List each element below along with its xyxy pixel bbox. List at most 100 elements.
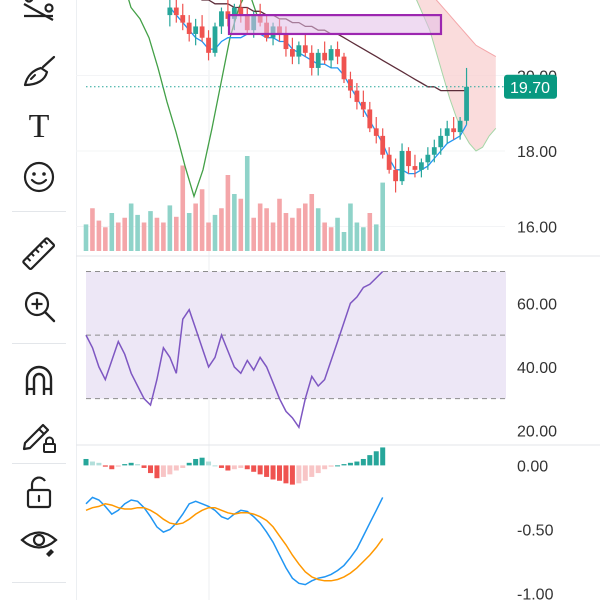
volume-bar: [148, 211, 153, 251]
candle-body: [444, 128, 450, 136]
volume-bar: [303, 203, 308, 251]
text-tool[interactable]: T: [14, 102, 64, 146]
toolbar-separator: [12, 343, 66, 344]
macd-histogram-bar: [257, 465, 263, 475]
macd-histogram-bar: [135, 464, 141, 466]
volume-bar: [257, 203, 263, 251]
candle-body: [173, 7, 179, 16]
candle-body: [341, 56, 347, 80]
volume-bar: [270, 222, 276, 251]
price-axis[interactable]: 20.0018.0016.0060.0040.0020.000.00-0.50-…: [517, 68, 557, 600]
volume-bar: [373, 224, 379, 251]
volume-bar: [193, 203, 198, 251]
visibility-tool[interactable]: [14, 520, 64, 564]
ichimoku-lagging-span: [128, 0, 258, 199]
macd-histogram-bar: [264, 465, 270, 477]
macd-histogram-bar: [186, 462, 192, 466]
candle-body: [231, 7, 237, 19]
macd-histogram-bar: [96, 462, 102, 466]
candle-body: [431, 147, 437, 155]
price-range-box: [227, 13, 443, 36]
toolbar-separator: [12, 211, 66, 212]
candle-body: [335, 49, 340, 57]
macd-histogram-bar: [115, 465, 121, 467]
lock-drawing-tool[interactable]: [14, 413, 64, 457]
macd-histogram-bar: [109, 465, 115, 470]
macd-histogram-bar: [367, 455, 373, 466]
candle-body: [373, 128, 379, 136]
volume-bar: [264, 208, 269, 251]
volume-bar: [277, 198, 282, 251]
last-price-label: 19.70: [510, 80, 550, 97]
candle-body: [322, 52, 328, 61]
price-axis-tick: 18.00: [517, 144, 557, 161]
volume-bar: [186, 213, 192, 251]
candle-body: [193, 26, 199, 34]
toolbar-separator: [12, 463, 66, 464]
volume-bar: [251, 217, 256, 251]
macd-histogram-bar: [328, 465, 334, 467]
drawing-toolbar: T: [0, 0, 77, 600]
candle-body: [425, 154, 431, 163]
macd-histogram-bar: [193, 458, 199, 466]
candle-body: [328, 49, 334, 61]
brush-tool[interactable]: [14, 50, 64, 94]
macd-signal-line: [85, 503, 384, 582]
price-pane[interactable]: [76, 0, 505, 251]
visibility-icon: [20, 531, 58, 557]
volume-bar: [128, 203, 134, 251]
rsi-axis-tick: 60.00: [517, 296, 557, 313]
macd-histogram-bar: [315, 465, 321, 474]
last-price-tag-bg: [504, 74, 557, 99]
volume-bar: [335, 217, 340, 251]
macd-histogram-bar: [347, 462, 353, 466]
trend-line-icon: [23, 0, 54, 21]
candle-body: [406, 150, 411, 167]
emoji-icon: [23, 161, 55, 193]
volume-bar: [109, 213, 115, 251]
macd-histogram-bar: [141, 465, 147, 468]
candle-body: [302, 45, 308, 53]
macd-histogram-bar: [212, 465, 218, 467]
candle-body: [167, 7, 173, 16]
text-tool-glyph: T: [29, 108, 50, 144]
trend-line-tool[interactable]: [14, 0, 64, 32]
volume-bar: [180, 165, 186, 251]
macd-histogram-bar: [218, 465, 224, 468]
macd-histogram-bar: [89, 461, 95, 466]
candle-body: [186, 22, 192, 34]
volume-bar: [103, 227, 108, 251]
unlock-tool[interactable]: [14, 470, 64, 514]
macd-histogram-bar: [380, 447, 386, 466]
macd-histogram-bar: [322, 465, 328, 470]
macd-pane[interactable]: [83, 447, 386, 586]
rsi-axis-tick: 20.00: [517, 423, 557, 440]
magnet-tool[interactable]: [14, 359, 64, 403]
rsi-axis-tick: 40.00: [517, 360, 557, 377]
macd-histogram-bar: [244, 465, 250, 470]
volume-bar: [141, 222, 147, 251]
macd-histogram-bar: [83, 458, 89, 466]
macd-histogram-bar: [373, 451, 379, 466]
volume-bar: [225, 175, 231, 251]
volume-bar: [90, 208, 95, 251]
ruler-tool[interactable]: [14, 232, 64, 276]
emoji-tool[interactable]: [14, 155, 64, 199]
volume-bar: [238, 198, 244, 251]
candle-body: [180, 15, 186, 23]
macd-axis-tick: 0.00: [517, 458, 548, 475]
volume-bar: [296, 208, 302, 251]
volume-bar: [135, 214, 140, 251]
zoom-in-tool[interactable]: [14, 284, 64, 328]
macd-histogram-bar: [154, 465, 160, 479]
rsi-pane[interactable]: [85, 270, 506, 430]
macd-histogram-bar: [335, 465, 341, 467]
volume-bar: [361, 227, 366, 251]
candle-body: [393, 169, 398, 182]
brush-icon: [23, 55, 56, 87]
toolbar-separator: [12, 582, 66, 583]
candle-body: [399, 150, 405, 182]
volume-bar: [122, 217, 127, 251]
macd-histogram-bar: [360, 458, 366, 466]
